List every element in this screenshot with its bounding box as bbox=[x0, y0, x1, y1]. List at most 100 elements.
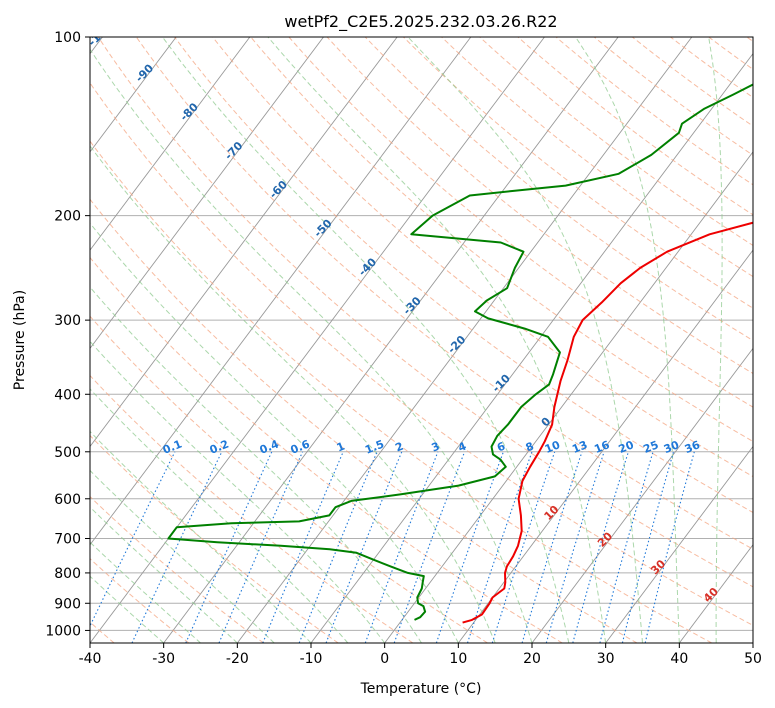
mixing-ratio-line bbox=[435, 451, 504, 643]
series-layer bbox=[167, 83, 753, 624]
moist-adiabat-line bbox=[708, 37, 723, 643]
moist-adiabat-line bbox=[752, 622, 753, 643]
x-axis-label: Temperature (°C) bbox=[360, 681, 482, 697]
mixing-ratio-label: 30 bbox=[662, 438, 681, 456]
dry-adiabat-line bbox=[555, 37, 753, 186]
isotherm-line bbox=[752, 642, 753, 643]
dry-adiabat-label: -60 bbox=[267, 178, 290, 201]
mixing-ratio-line bbox=[644, 451, 695, 643]
mixing-ratio-line bbox=[491, 451, 556, 643]
dry-adiabat-line bbox=[90, 495, 264, 643]
mixing-ratio-line bbox=[545, 451, 605, 643]
mixing-ratio-line bbox=[185, 451, 273, 643]
mixing-ratio-line bbox=[393, 451, 466, 643]
mixing-ratio-label: 8 bbox=[524, 440, 536, 455]
mixing-ratio-label: 0.6 bbox=[289, 437, 312, 456]
moist-adiabat-line bbox=[407, 37, 643, 643]
mixing-ratio-line bbox=[218, 451, 304, 643]
mixing-ratio-label: 0.2 bbox=[208, 437, 231, 456]
background-lines bbox=[90, 37, 753, 643]
dry-adiabat-line bbox=[90, 434, 339, 643]
moist-adiabat-line bbox=[90, 286, 422, 643]
x-tick-label: 0 bbox=[380, 651, 389, 667]
isotherm-line bbox=[90, 37, 398, 448]
mixing-ratio-line bbox=[521, 451, 583, 643]
dry-adiabat-line bbox=[288, 37, 753, 408]
isotherm-line bbox=[678, 544, 753, 643]
dry-adiabat-label: -30 bbox=[401, 294, 424, 317]
y-tick-label: 800 bbox=[54, 566, 81, 582]
moist-adiabat-line bbox=[90, 48, 533, 643]
dewpoint-profile-line bbox=[167, 83, 753, 621]
mixing-ratio-label: 16 bbox=[592, 438, 611, 456]
moist-adiabat-line bbox=[90, 388, 349, 643]
y-tick-label: 1000 bbox=[45, 623, 81, 639]
moist-adiabat-label: 40 bbox=[701, 585, 721, 605]
y-tick-label: 700 bbox=[54, 532, 81, 548]
mixing-ratio-label: 25 bbox=[641, 438, 660, 456]
y-tick-label: 400 bbox=[54, 387, 81, 403]
x-tick-label: -40 bbox=[79, 651, 102, 667]
moist-adiabat-line bbox=[90, 145, 496, 643]
mixing-ratio-label: 1 bbox=[335, 440, 347, 455]
isotherm-line bbox=[90, 37, 545, 643]
dry-adiabat-line bbox=[90, 198, 638, 643]
mixing-ratio-label: 3 bbox=[430, 440, 442, 455]
moist-adiabat-line bbox=[162, 37, 570, 643]
isotherm-line bbox=[90, 37, 177, 153]
dry-adiabat-line bbox=[326, 37, 753, 375]
dry-adiabat-label: -50 bbox=[311, 216, 334, 239]
dry-adiabat-label: -40 bbox=[356, 255, 379, 278]
x-axis: -40 -30 -20 -10 0 10 20 30 40 50 bbox=[79, 643, 762, 667]
x-tick-label: 20 bbox=[523, 651, 541, 667]
moist-adiabat-line bbox=[90, 222, 459, 643]
mixing-ratio-label: 4 bbox=[456, 440, 468, 455]
moist-adiabat-line bbox=[90, 506, 238, 643]
isotherm-line bbox=[384, 151, 753, 643]
mixing-ratio-line bbox=[90, 451, 176, 628]
dry-adiabat-line bbox=[250, 37, 753, 443]
dry-adiabat-line bbox=[746, 37, 753, 43]
x-tick-label: 50 bbox=[744, 651, 762, 667]
mixing-ratio-label: 0.1 bbox=[161, 437, 184, 456]
mixing-ratio-label: 2 bbox=[393, 440, 405, 455]
y-tick-label: 600 bbox=[54, 492, 81, 508]
x-tick-label: -30 bbox=[152, 651, 175, 667]
x-tick-label: 40 bbox=[670, 651, 688, 667]
dry-adiabat-line bbox=[97, 37, 753, 588]
chart-title: wetPf2_C2E5.2025.232.03.26.R22 bbox=[284, 12, 557, 32]
dry-adiabat-label: -80 bbox=[178, 100, 201, 123]
isotherm-line bbox=[90, 37, 324, 350]
dry-adiabat-label: -70 bbox=[222, 139, 245, 162]
dry-adiabat-line bbox=[90, 256, 563, 643]
dry-adiabat-line bbox=[212, 37, 753, 478]
dry-adiabat-line bbox=[90, 557, 190, 643]
isotherm-line bbox=[531, 347, 753, 643]
dry-adiabat-line bbox=[631, 37, 753, 127]
isotherm-line bbox=[457, 249, 753, 643]
plot-frame bbox=[89, 36, 754, 644]
moist-adiabat-line bbox=[267, 37, 607, 643]
mixing-ratio-line bbox=[131, 451, 223, 643]
mixing-ratio-line bbox=[466, 451, 533, 643]
dry-adiabat-line bbox=[479, 37, 753, 247]
y-tick-label: 500 bbox=[54, 445, 81, 461]
moist-adiabat-label: 10 bbox=[542, 503, 562, 523]
dry-adiabat-line bbox=[517, 37, 753, 216]
y-axis-label: Pressure (hPa) bbox=[12, 290, 28, 390]
dry-adiabat-label: -10 bbox=[490, 372, 513, 395]
y-tick-label: 200 bbox=[54, 209, 81, 225]
isotherm-line bbox=[90, 37, 251, 251]
mixing-ratio-label: 0.4 bbox=[258, 437, 281, 456]
moist-adiabat-label: 20 bbox=[595, 529, 615, 549]
mixing-ratio-label: 20 bbox=[617, 438, 636, 456]
mixing-ratio-label: 36 bbox=[683, 438, 702, 456]
moist-adiabat-line bbox=[575, 37, 680, 643]
x-tick-label: 10 bbox=[449, 651, 467, 667]
dry-adiabat-line bbox=[90, 82, 753, 626]
mixing-ratio-line bbox=[572, 451, 629, 643]
moist-adiabat-line bbox=[90, 340, 386, 643]
y-tick-label: 900 bbox=[54, 596, 81, 612]
dry-adiabat-label: -90 bbox=[133, 61, 156, 84]
